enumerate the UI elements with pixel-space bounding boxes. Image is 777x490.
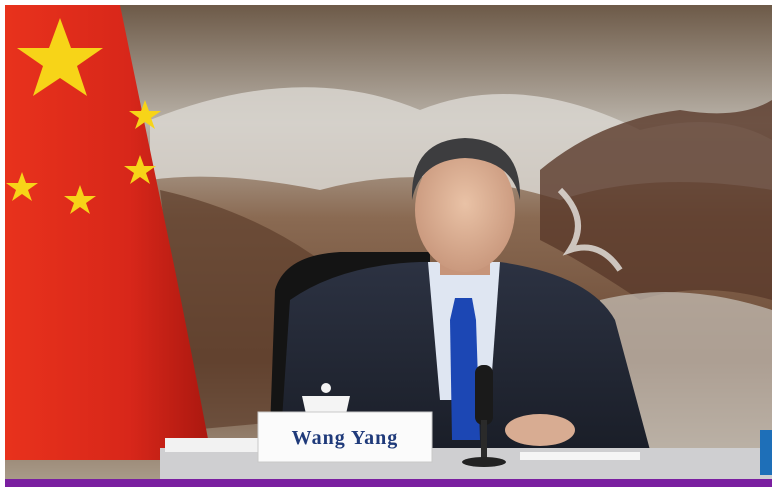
face <box>415 148 515 272</box>
bottom-bar <box>5 479 772 487</box>
microphone-base <box>462 457 506 467</box>
microphone-stand <box>481 420 487 460</box>
hair <box>411 138 521 200</box>
papers-right <box>520 452 640 460</box>
papers <box>165 438 265 452</box>
cup <box>302 396 350 414</box>
microphone <box>475 365 493 425</box>
tie <box>450 298 480 440</box>
flag <box>5 5 212 460</box>
flag-stars <box>6 18 161 214</box>
hands <box>505 414 575 446</box>
nameplate <box>257 411 433 463</box>
cup-lid <box>321 383 331 393</box>
nameplate-text: Wang Yang <box>292 427 399 449</box>
watermark <box>760 430 772 475</box>
waterfall <box>557 187 623 272</box>
